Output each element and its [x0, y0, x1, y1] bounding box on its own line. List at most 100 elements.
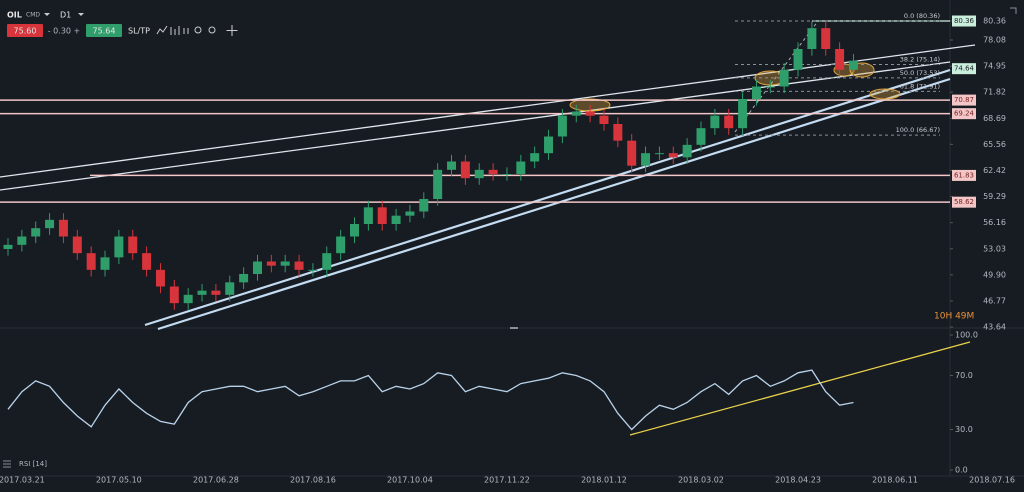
level-label: 61.83 — [954, 171, 974, 179]
price-marker-label: 80.36 — [954, 17, 975, 25]
candle-body — [72, 236, 82, 254]
candle-body — [821, 28, 831, 49]
trend-line — [157, 77, 951, 331]
y-tick-label: 74.95 — [983, 62, 1006, 71]
dropdown-icon[interactable] — [78, 13, 84, 16]
x-tick-label: 2018.03.02 — [678, 476, 724, 485]
trend-line — [0, 44, 976, 178]
candle-body — [682, 144, 692, 158]
sell-button[interactable] — [7, 24, 43, 37]
candle-body — [738, 99, 748, 129]
toolbar: OIL CMD D1 75.60 - 0.30 + 75.64 SL/TP 10… — [3, 7, 1017, 468]
line-tool-icon[interactable] — [156, 25, 168, 35]
level-label: 58.62 — [954, 198, 974, 206]
candle-body — [779, 69, 789, 87]
candle-body — [447, 161, 457, 170]
y-tick-label: 53.03 — [983, 244, 1006, 253]
timeframe[interactable]: D1 — [60, 11, 71, 20]
candle-body — [350, 224, 359, 237]
marks: 80.36 78.08 74.95 71.82 68.69 65.56 62.42 59.29… — [0, 12, 1015, 485]
y-tick-label: 68.69 — [983, 114, 1006, 123]
x-tick-label: 2018.01.12 — [581, 476, 627, 485]
fib-diagonal — [734, 20, 819, 133]
candle-body — [460, 161, 470, 179]
candle-body — [142, 253, 152, 270]
zoom-out-icon[interactable] — [208, 26, 216, 34]
zoom-in-icon[interactable] — [194, 26, 202, 34]
candle-body — [516, 161, 526, 174]
rsi-trend-line — [629, 341, 971, 436]
candle-body — [391, 215, 401, 224]
candle-body — [17, 236, 27, 245]
candle-body — [710, 115, 720, 129]
candle-body — [128, 236, 138, 254]
level-label: 69.24 — [954, 110, 975, 118]
candle-body — [183, 294, 193, 304]
candle-body — [502, 174, 512, 175]
level-box — [952, 196, 976, 208]
y-tick-label: 65.56 — [983, 140, 1006, 149]
candle-body — [641, 153, 651, 166]
indicator-icon[interactable] — [170, 26, 180, 35]
y-tick-label: 70.0 — [955, 371, 973, 380]
candle-body — [419, 199, 429, 212]
candle-body — [211, 290, 221, 295]
spread: - 0.30 + — [48, 27, 81, 36]
candle-body — [86, 253, 96, 270]
candle-body — [100, 257, 110, 270]
y-tick-label: 30.0 — [955, 425, 973, 434]
candle-body — [807, 28, 817, 49]
candle-body — [336, 236, 346, 254]
bars-icon[interactable] — [183, 28, 189, 34]
candle-body — [530, 153, 540, 162]
market: CMD — [26, 12, 40, 19]
expand-icon[interactable] — [1010, 7, 1017, 14]
candle-body — [3, 244, 13, 249]
candle-body — [557, 115, 567, 137]
menu-icon[interactable] — [3, 460, 11, 468]
symbol[interactable]: OIL — [7, 11, 22, 20]
y-tick-label: 80.36 — [983, 17, 1006, 26]
x-tick-label: 2017.10.04 — [387, 476, 433, 485]
candle-body — [197, 290, 207, 295]
y-tick-label: 46.77 — [983, 296, 1006, 305]
candle-body — [252, 261, 262, 274]
candle-body — [280, 261, 290, 266]
y-tick-label: 71.82 — [983, 88, 1006, 97]
candle-body — [571, 111, 581, 116]
x-tick-label: 2017.06.28 — [193, 476, 239, 485]
countdown: 10H 49M — [934, 312, 974, 322]
candle-body — [308, 269, 318, 271]
y-tick-label: 56.16 — [983, 218, 1006, 227]
indicator-title: RSI [14] — [19, 460, 47, 468]
candle-body — [613, 124, 623, 141]
candle-body — [544, 136, 554, 154]
dropdown-icon[interactable] — [44, 13, 50, 16]
fib-label: 50.0 (73.53) — [900, 69, 940, 77]
fib-label: 61.8 (71.91) — [900, 82, 940, 90]
buy-button[interactable] — [86, 24, 122, 37]
level-label: 70.87 — [954, 96, 974, 104]
level-box — [952, 108, 976, 120]
y-tick-label: 59.29 — [983, 192, 1006, 201]
fib-label: 0.0 (80.36) — [904, 12, 940, 20]
fib-label: 100.0 (66.67) — [896, 126, 940, 134]
move-icon[interactable] — [226, 25, 238, 36]
x-tick-label: 2018.07.16 — [969, 476, 1015, 485]
price-marker-box — [952, 15, 976, 27]
y-tick-label: 49.90 — [983, 270, 1006, 279]
x-tick-label: 2017.08.16 — [290, 476, 336, 485]
candle-body — [724, 115, 734, 129]
candle-body — [599, 115, 609, 124]
candle-body — [585, 111, 595, 116]
sltp-button[interactable]: SL/TP — [128, 27, 150, 36]
y-tick-label: 0.0 — [955, 466, 968, 475]
candle-body — [405, 211, 415, 216]
y-tick-label: 62.42 — [983, 166, 1006, 175]
candle-body — [627, 140, 637, 166]
candle-body — [58, 219, 68, 237]
candle-body — [45, 219, 55, 229]
candle-body — [169, 286, 179, 304]
candle-body — [433, 169, 443, 199]
